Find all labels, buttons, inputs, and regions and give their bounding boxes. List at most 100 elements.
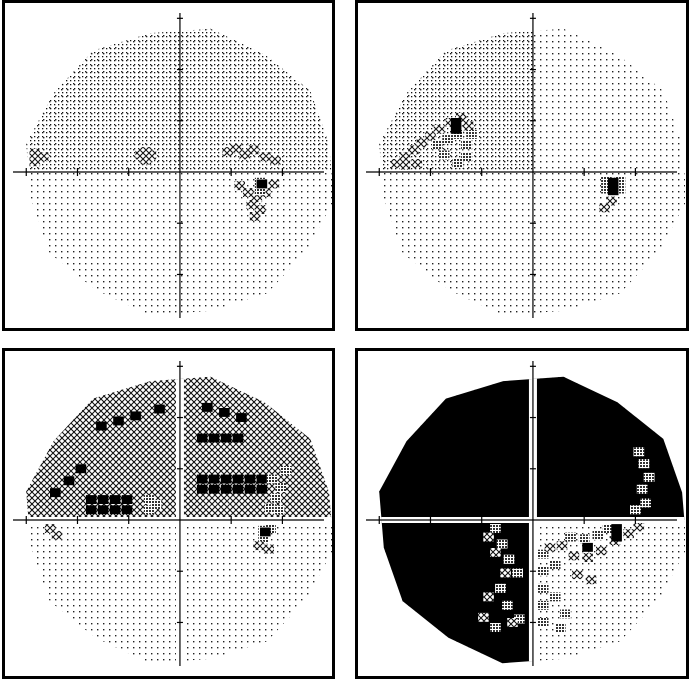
defect-cell-pattern [466, 130, 477, 139]
defect-cell-pattern [246, 200, 257, 209]
defect-cell-black [121, 505, 133, 515]
defect-cell-pattern [614, 184, 626, 194]
defect-cell-pattern [638, 459, 650, 469]
defect-cell-pattern [636, 484, 648, 494]
defect-cell-pattern [433, 124, 445, 134]
defect-cell-pattern [253, 541, 264, 551]
defect-cell-pattern [452, 159, 464, 168]
defect-cell-black [232, 474, 244, 484]
defect-cell-pattern [483, 592, 494, 602]
defect-cell-pattern [585, 575, 597, 585]
defect-cell-pattern [602, 524, 614, 533]
defect-cell-pattern [490, 524, 501, 533]
defect-cell-pattern [490, 623, 501, 632]
defect-cell-pattern [601, 176, 612, 185]
defect-cell-pattern [495, 583, 506, 593]
defect-cell-pattern [254, 186, 266, 196]
defect-cell-pattern [275, 483, 286, 492]
defect-cell-pattern [266, 474, 278, 484]
defect-cell-black [97, 505, 109, 515]
defect-cell-black [202, 402, 213, 412]
defect-cell-pattern [260, 152, 271, 162]
defect-cell-pattern [544, 542, 556, 552]
defect-cell-pattern [143, 505, 155, 515]
defect-cell-pattern [555, 623, 566, 632]
defect-cell-pattern [205, 496, 216, 506]
visual-field-plot-1 [2, 0, 335, 331]
defect-cell-pattern [268, 179, 280, 189]
defect-cell-pattern [38, 152, 49, 162]
defect-cell-pattern [399, 160, 411, 170]
defect-cell-pattern [143, 495, 155, 504]
defect-cell-pattern [425, 131, 436, 141]
defect-cell-pattern [249, 212, 261, 221]
defect-cell-black [196, 484, 208, 494]
defect-cell-pattern [251, 193, 263, 203]
defect-cell-pattern [512, 568, 523, 578]
defect-cell-pattern [263, 544, 274, 554]
defect-cell-black [85, 495, 97, 504]
defect-cell-black [208, 474, 220, 484]
defect-cell-pattern [537, 583, 549, 593]
defect-cell-pattern [29, 148, 41, 158]
visual-field-map [13, 361, 332, 666]
defect-cell-pattern [51, 530, 63, 540]
defect-cell-pattern [537, 600, 549, 610]
defect-cell-black [220, 433, 232, 443]
defect-cell-pattern [140, 147, 152, 156]
defect-cell-pattern [140, 155, 152, 165]
defect-cell-pattern [503, 554, 515, 564]
defect-cell-pattern [614, 176, 626, 185]
visual-field-map [366, 361, 685, 666]
visual-field-map [13, 13, 332, 318]
defect-cell-black [196, 474, 208, 484]
defect-cell-pattern [496, 539, 508, 549]
defect-cell-black [256, 484, 268, 494]
defect-cell-pattern [36, 508, 47, 518]
defect-cell-black [208, 484, 220, 494]
defect-cell-pattern [568, 551, 580, 561]
defect-cell-pattern [234, 181, 245, 191]
defect-cell-pattern [537, 566, 549, 576]
visual-field-plot-3 [2, 348, 335, 679]
defect-cell-black [109, 495, 121, 504]
defect-cell-pattern [455, 112, 467, 122]
quadrant-ur [532, 376, 685, 520]
defect-cell-pattern [592, 530, 604, 540]
defect-cell-pattern [432, 140, 443, 150]
defect-cell-pattern [265, 503, 276, 513]
defect-cell-pattern [572, 570, 583, 580]
defect-cell-black [219, 408, 230, 417]
defect-cell-black [611, 524, 622, 533]
defect-cell-pattern [150, 500, 162, 510]
defect-cell-pattern [502, 600, 513, 610]
defect-cell-black [154, 404, 165, 414]
defect-cell-pattern [273, 505, 285, 515]
defect-cell-black [96, 421, 107, 431]
defect-cell-black [109, 505, 121, 515]
defect-cell-pattern [643, 472, 655, 482]
defect-cell-black [236, 413, 247, 422]
defect-cell-black [85, 505, 97, 515]
defect-cell-pattern [258, 534, 269, 544]
defect-cell-black [450, 124, 462, 134]
defect-cell-black [75, 464, 87, 474]
defect-cell-black [220, 484, 232, 494]
defect-cell-pattern [217, 498, 228, 508]
defect-cell-black [50, 488, 61, 498]
visual-field-plot-2 [355, 0, 689, 331]
defect-cell-black [232, 484, 244, 494]
defect-cell-pattern [243, 188, 254, 197]
defect-cell-pattern [442, 135, 453, 144]
defect-cell-pattern [537, 549, 549, 559]
defect-cell-pattern [599, 203, 610, 213]
defect-cell-pattern [483, 532, 494, 542]
defect-cell-pattern [270, 493, 281, 503]
defect-cell-pattern [280, 466, 292, 475]
defect-cell-pattern [462, 121, 474, 131]
defect-cell-pattern [565, 532, 576, 542]
defect-cell-pattern [633, 522, 645, 532]
defect-cell-pattern [560, 609, 571, 619]
defect-cell-pattern [399, 152, 411, 162]
defect-cell-black [208, 433, 220, 443]
